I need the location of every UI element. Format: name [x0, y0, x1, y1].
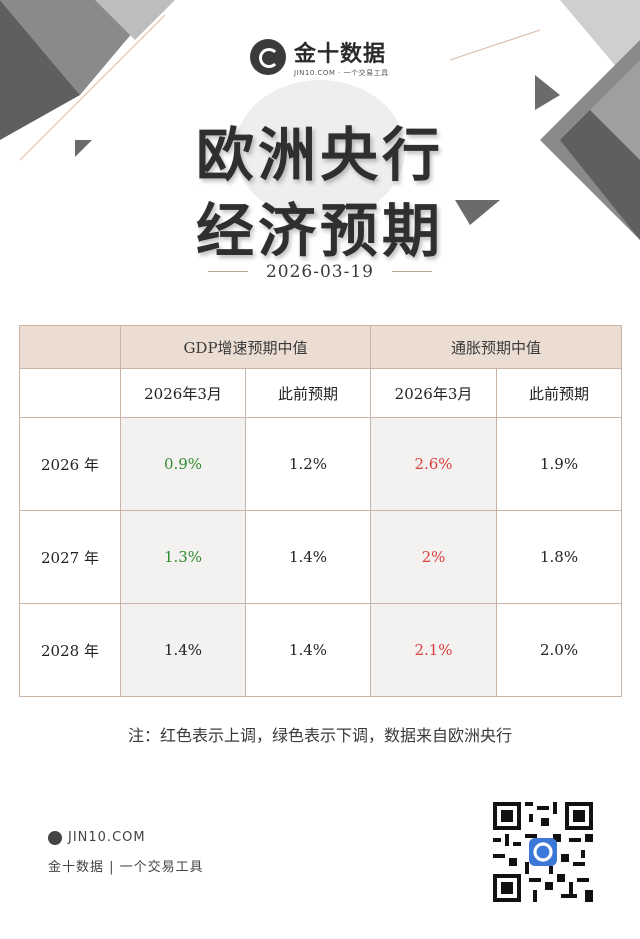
table-row: 2027 年 1.3% 1.4% 2% 1.8%: [19, 510, 623, 604]
gdp-prev-cell: 1.4%: [244, 603, 372, 697]
table-group-header: GDP增速预期中值 通胀预期中值: [19, 325, 623, 369]
brand-name: 金十数据: [294, 42, 387, 67]
year-cell: 2028 年: [19, 603, 121, 697]
gdp-prev-cell: 1.4%: [244, 510, 372, 604]
cpi-prev-cell: 2.0%: [496, 603, 623, 697]
footer-site: JIN10.COM: [48, 830, 146, 845]
page-title-line1: 欧洲央行: [195, 121, 444, 189]
footnote: 注：红色表示上调，绿色表示下调，数据来自欧洲央行: [127, 726, 512, 745]
cpi-new-header: 2026年3月: [370, 368, 498, 418]
cpi-prev-header: 此前预期: [496, 368, 623, 418]
gdp-new-cell: 1.3%: [120, 510, 246, 604]
table-row: 2028 年 1.4% 1.4% 2.1% 2.0%: [19, 603, 623, 697]
year-cell: 2026 年: [19, 417, 121, 511]
year-cell: 2027 年: [19, 510, 121, 604]
gdp-new-cell: 0.9%: [120, 417, 246, 511]
inflation-group-header: 通胀预期中值: [370, 325, 623, 369]
brand-logo: 金十数据 JIN10.COM · 一个交易工具: [250, 36, 389, 78]
release-date: 2026-03-19: [207, 262, 433, 282]
logo-icon: [250, 39, 286, 75]
qr-code: [493, 802, 593, 902]
gdp-prev-header: 此前预期: [244, 368, 372, 418]
page-title-line2: 经济预期: [195, 197, 444, 265]
cpi-new-cell: 2.1%: [370, 603, 498, 697]
forecast-table: GDP增速预期中值 通胀预期中值 2026年3月 此前预期 2026年3月 此前…: [19, 325, 623, 697]
brand-subtitle: JIN10.COM · 一个交易工具: [294, 69, 389, 77]
table-sub-header: 2026年3月 此前预期 2026年3月 此前预期: [19, 368, 623, 418]
cpi-new-cell: 2.6%: [370, 417, 498, 511]
cpi-new-cell: 2%: [370, 510, 498, 604]
cpi-prev-cell: 1.9%: [496, 417, 623, 511]
date-banner: 2026-03-19: [0, 262, 640, 282]
gdp-prev-cell: 1.2%: [244, 417, 372, 511]
gdp-new-cell: 1.4%: [120, 603, 246, 697]
logo-icon: [48, 830, 62, 845]
gdp-group-header: GDP增速预期中值: [119, 325, 372, 369]
gdp-new-header: 2026年3月: [120, 368, 246, 418]
table-row: 2026 年 0.9% 1.2% 2.6% 1.9%: [19, 417, 623, 511]
corner-cell: [19, 325, 121, 369]
cpi-prev-cell: 1.8%: [496, 510, 623, 604]
footer-tagline: 金十数据 | 一个交易工具: [48, 860, 204, 875]
blank-cell: [19, 368, 121, 418]
footer-site-text: JIN10.COM: [68, 830, 146, 845]
